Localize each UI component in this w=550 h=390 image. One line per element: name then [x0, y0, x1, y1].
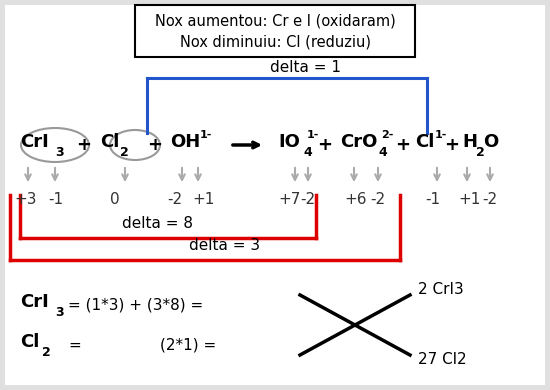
Text: -2: -2 — [300, 193, 315, 207]
Text: delta = 8: delta = 8 — [123, 216, 194, 232]
Text: 1-: 1- — [435, 130, 447, 140]
Text: OH: OH — [170, 133, 200, 151]
Text: +1: +1 — [192, 193, 214, 207]
Text: 2-: 2- — [381, 130, 393, 140]
Text: delta = 3: delta = 3 — [189, 238, 261, 252]
Text: +: + — [444, 136, 459, 154]
Text: +: + — [395, 136, 410, 154]
Text: 1-: 1- — [200, 130, 212, 140]
Text: Cl: Cl — [100, 133, 119, 151]
Text: delta = 1: delta = 1 — [270, 60, 340, 76]
Text: +: + — [147, 136, 162, 154]
Text: CrI: CrI — [20, 133, 49, 151]
Text: +: + — [76, 136, 91, 154]
Text: -1: -1 — [48, 193, 63, 207]
Text: 2 CrI3: 2 CrI3 — [418, 282, 464, 298]
Text: -2: -2 — [167, 193, 182, 207]
Text: -1: -1 — [425, 193, 440, 207]
Text: 27 Cl2: 27 Cl2 — [418, 353, 466, 367]
Text: Nox diminuiu: Cl (reduziu): Nox diminuiu: Cl (reduziu) — [179, 34, 371, 50]
Text: 2: 2 — [42, 346, 51, 358]
Text: 3: 3 — [55, 305, 64, 319]
Text: =: = — [68, 337, 81, 353]
Text: = (1*3) + (3*8) =: = (1*3) + (3*8) = — [68, 298, 204, 312]
Text: 2: 2 — [120, 145, 129, 158]
Text: 0: 0 — [110, 193, 120, 207]
Text: Nox aumentou: Cr e I (oxidaram): Nox aumentou: Cr e I (oxidaram) — [155, 14, 395, 28]
Text: IO: IO — [278, 133, 300, 151]
Text: (2*1) =: (2*1) = — [160, 337, 216, 353]
Text: 2: 2 — [476, 145, 485, 158]
Text: +: + — [317, 136, 333, 154]
Text: -2: -2 — [482, 193, 497, 207]
Text: -2: -2 — [370, 193, 385, 207]
Text: H: H — [462, 133, 477, 151]
Text: 1-: 1- — [307, 130, 320, 140]
Text: 4: 4 — [303, 145, 312, 158]
Text: 4: 4 — [378, 145, 387, 158]
Text: Cl: Cl — [20, 333, 40, 351]
Text: +6: +6 — [344, 193, 366, 207]
Bar — [135, 5, 415, 57]
Text: +3: +3 — [14, 193, 36, 207]
Text: +7: +7 — [278, 193, 300, 207]
Text: +1: +1 — [458, 193, 480, 207]
Text: 3: 3 — [55, 145, 64, 158]
Text: CrO: CrO — [340, 133, 377, 151]
Text: Cl: Cl — [415, 133, 434, 151]
Text: O: O — [483, 133, 498, 151]
Text: CrI: CrI — [20, 293, 49, 311]
